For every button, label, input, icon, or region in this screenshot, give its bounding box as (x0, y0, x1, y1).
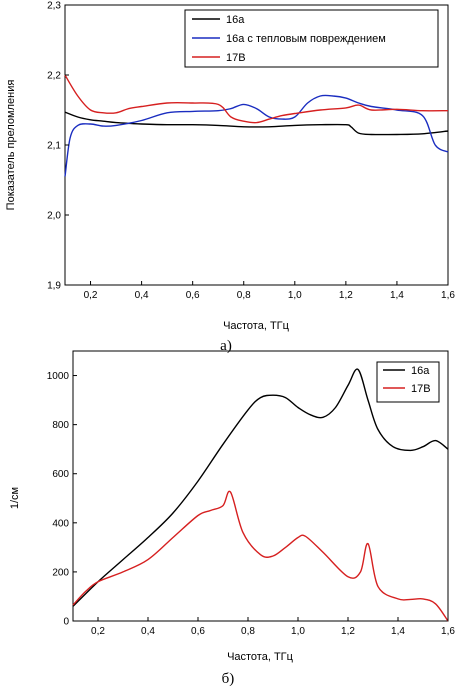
y-tick-label: 200 (52, 567, 69, 578)
x-axis-label-a: Частота, ТГц (223, 320, 290, 332)
y-axis-label-b: 1/см (9, 487, 21, 509)
legend-label: 16а с тепловым повреждением (226, 33, 386, 45)
ticks-group-a: 0,2 0,4 0,6 0,8 1,0 1,2 1,4 1,6 1,9 2,0 2,1 2,2 2,3 (47, 1, 455, 302)
y-tick-label: 2,0 (47, 211, 61, 222)
y-tick-label: 400 (52, 518, 69, 529)
series-group-b (72, 368, 449, 622)
chart-refractive-index: 0,2 0,4 0,6 0,8 1,0 1,2 1,4 1,61,92,02,12,22,3 … (5, 1, 455, 355)
caption-b: б) (222, 671, 235, 687)
x-tick-label: 0,4 (141, 626, 155, 637)
x-tick-label: 1,0 (288, 290, 302, 301)
x-tick-label: 1,4 (391, 626, 405, 637)
series-line (72, 490, 449, 622)
x-tick-label: 1,6 (441, 626, 455, 637)
series-line (64, 111, 449, 136)
series-line (72, 368, 449, 607)
y-tick-label: 1000 (47, 371, 70, 382)
y-axis-label-a: Показатель преломления (5, 80, 17, 211)
x-tick-label: 0,6 (191, 626, 205, 637)
legend-label: 16а (226, 14, 245, 26)
series-line (64, 74, 449, 124)
x-tick-label: 1,4 (390, 290, 404, 301)
legend-box-b (376, 361, 440, 403)
x-tick-label: 1,0 (291, 626, 305, 637)
x-tick-label: 0,8 (237, 290, 251, 301)
plot-frame-b (72, 350, 449, 622)
legend-label: 17В (411, 383, 431, 395)
legend-b: 16а 17В (376, 361, 440, 403)
legend-items-a: 16а 16а с тепловым повреждением 17В (192, 14, 386, 64)
x-tick-label: 0,4 (135, 290, 149, 301)
legend-label: 16а (411, 365, 430, 377)
x-tick-label: 1,6 (441, 290, 455, 301)
y-tick-label: 800 (52, 420, 69, 431)
legend-a: 16а 16а с тепловым повреждением 17В (184, 9, 439, 68)
series-line (64, 94, 449, 177)
ticks-group-b: 0,2 0,4 0,6 0,8 1,0 1,2 1,4 1,6 0 200 400 600 800 100… (47, 371, 456, 637)
x-tick-label: 0,2 (91, 626, 105, 637)
chart-absorption: 0,2 0,4 0,6 0,8 1,0 1,2 1,4 1,6 0 200 400 600 800 100… (9, 350, 456, 687)
y-tick-label: 2,1 (47, 141, 61, 152)
x-tick-label: 1,2 (341, 626, 355, 637)
x-tick-label: 0,8 (241, 626, 255, 637)
legend-items-b: 16а 17В (383, 365, 431, 395)
series-group-a (64, 74, 449, 177)
caption-a: а) (220, 338, 232, 354)
y-tick-label: 2,2 (47, 71, 61, 82)
x-axis-label-b: Частота, ТГц (227, 651, 294, 663)
x-tick-label: 0,6 (186, 290, 200, 301)
legend-label: 17В (226, 52, 246, 64)
y-tick-label: 2,3 (47, 1, 61, 12)
x-tick-label: 0,2 (84, 290, 98, 301)
y-tick-label: 1,9 (47, 281, 61, 292)
y-tick-label: 0 (63, 617, 69, 628)
y-tick-label: 600 (52, 469, 69, 480)
legend-box-a (184, 9, 439, 68)
x-tick-label: 1,2 (339, 290, 353, 301)
